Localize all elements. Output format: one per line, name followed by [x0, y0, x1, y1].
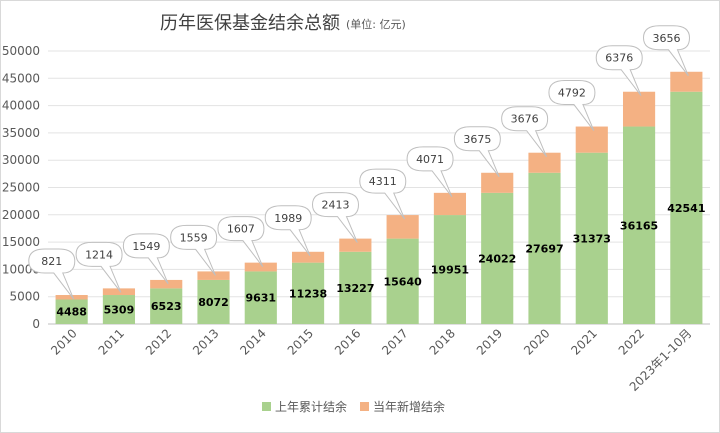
callout-bubble	[122, 233, 170, 285]
bar-added-1	[102, 288, 136, 296]
callout-bubble	[75, 241, 123, 293]
bar-added-3	[197, 271, 230, 280]
data-label-base: 13227	[336, 282, 374, 295]
data-label-added: 1559	[180, 231, 208, 244]
data-label-added: 4792	[558, 87, 586, 100]
callout-bubble	[28, 248, 76, 300]
bar-added-8	[433, 192, 467, 216]
bar-added-0	[55, 295, 88, 300]
data-label-added: 1214	[85, 248, 113, 261]
bar-base-12	[622, 126, 656, 325]
callout-bubble	[501, 106, 549, 158]
data-label-base: 19951	[431, 264, 469, 277]
bar-added-13	[670, 71, 703, 92]
y-tick-label: 50000	[2, 44, 40, 58]
bar-added-9	[481, 172, 514, 193]
data-label-added: 6376	[605, 52, 633, 65]
y-tick-label: 15000	[2, 235, 40, 249]
legend-swatch	[262, 402, 271, 411]
callout-bubble	[642, 25, 690, 77]
chart-subtitle: (单位: 亿元)	[346, 17, 406, 31]
y-tick-label: 5000	[9, 290, 40, 304]
bar-base-10	[528, 172, 561, 324]
data-label-base: 36165	[620, 219, 658, 232]
chart-title: 历年医保基金结余总额	[160, 13, 340, 34]
bar-base-4	[244, 271, 277, 324]
bar-added-5	[291, 251, 325, 263]
legend-swatch	[360, 402, 369, 411]
bar-base-13	[670, 91, 703, 325]
data-label-base: 6523	[151, 300, 182, 313]
bar-base-7	[386, 238, 419, 324]
callout-bubble	[170, 224, 218, 276]
data-label-base: 15640	[384, 275, 423, 288]
data-label-base: 42541	[667, 202, 705, 215]
data-label-added: 1989	[274, 212, 302, 225]
callout-bubble	[359, 168, 407, 220]
y-tick-label: 45000	[2, 71, 40, 85]
bar-base-0	[55, 299, 88, 324]
bar-base-8	[433, 215, 467, 324]
data-label-base: 31373	[573, 232, 611, 245]
data-label-added: 2413	[321, 199, 349, 212]
bar-added-2	[150, 279, 183, 289]
data-label-base: 8072	[198, 296, 229, 309]
bar-added-11	[575, 126, 608, 153]
bar-base-11	[575, 152, 608, 324]
callout-bubble	[595, 45, 643, 97]
callout-bubble	[406, 146, 454, 198]
data-label-added: 3656	[652, 32, 680, 45]
bar-base-9	[481, 192, 514, 324]
legend-label: 当年新增结余	[373, 399, 445, 414]
data-label-added: 4071	[416, 153, 444, 166]
y-tick-label: 20000	[2, 208, 40, 222]
data-label-added: 821	[41, 255, 62, 268]
bar-added-7	[386, 215, 419, 239]
bar-added-4	[244, 262, 277, 272]
data-label-added: 3676	[511, 113, 539, 126]
data-label-base: 11238	[289, 287, 327, 300]
callout-bubble	[453, 126, 501, 178]
data-label-base: 5309	[104, 304, 135, 317]
bar-base-1	[102, 295, 136, 324]
data-label-added: 1607	[227, 223, 255, 236]
y-tick-label: 40000	[2, 99, 40, 113]
bar-base-5	[291, 262, 325, 324]
bar-added-12	[622, 91, 656, 127]
data-label-base: 9631	[245, 292, 276, 305]
data-label-base: 27697	[525, 242, 563, 255]
data-label-added: 3675	[463, 133, 491, 146]
data-label-added: 1549	[132, 240, 160, 253]
callout-bubble	[264, 205, 312, 257]
data-label-added: 4311	[369, 175, 397, 188]
bar-base-6	[339, 251, 372, 324]
bar-base-3	[197, 279, 230, 324]
data-label-base: 24022	[478, 252, 516, 265]
y-tick-label: 30000	[2, 153, 40, 167]
y-tick-label: 35000	[2, 126, 40, 140]
y-tick-label: 25000	[2, 181, 40, 195]
bar-added-6	[339, 238, 372, 252]
callout-bubble	[311, 192, 359, 243]
bar-base-2	[150, 288, 183, 324]
legend-label: 上年累计结余	[275, 399, 347, 414]
bar-added-10	[528, 152, 561, 173]
callout-bubble	[217, 216, 265, 267]
y-tick-label: 0	[32, 317, 40, 331]
callout-bubble	[548, 80, 596, 131]
data-label-base: 4488	[56, 306, 87, 319]
